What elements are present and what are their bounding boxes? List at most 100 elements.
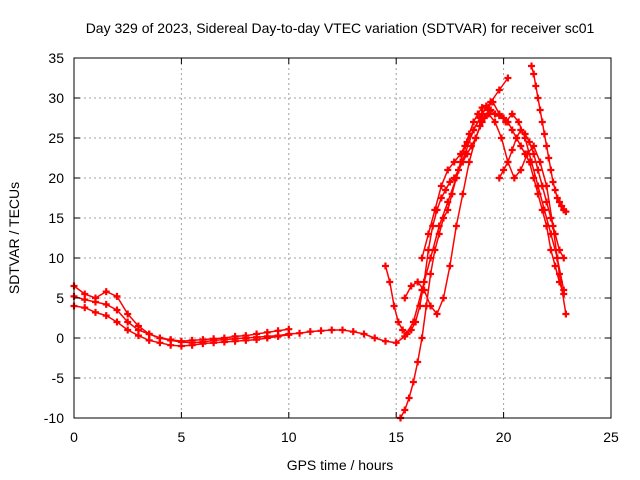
data-point — [439, 214, 447, 222]
data-point — [442, 186, 450, 194]
data-point — [253, 330, 261, 338]
data-point — [504, 158, 512, 166]
data-point — [558, 202, 566, 210]
series-sat-f — [401, 110, 570, 318]
y-tick-label: 10 — [48, 250, 64, 266]
data-point — [495, 86, 503, 94]
data-point — [339, 326, 346, 334]
data-point — [399, 326, 407, 334]
series-line — [384, 109, 490, 335]
data-point — [482, 102, 490, 110]
data-point — [360, 330, 368, 338]
data-point — [392, 339, 400, 347]
data-point — [472, 134, 480, 142]
data-point — [525, 138, 533, 146]
series-line — [399, 105, 565, 419]
data-point — [547, 214, 555, 222]
data-point — [463, 138, 471, 146]
y-tick-label: -5 — [52, 370, 65, 386]
data-point — [446, 178, 454, 186]
data-point — [414, 358, 422, 366]
data-point — [424, 246, 432, 254]
data-point — [427, 270, 435, 278]
data-point — [424, 230, 432, 238]
data-point — [553, 194, 561, 202]
data-point — [412, 318, 420, 326]
axis-ticks: 0 5 10 15 20 25 -10 -5 0 5 10 15 20 25 30 35 — [44, 50, 619, 445]
x-tick-label: 0 — [70, 429, 78, 445]
y-tick-label: 35 — [48, 50, 64, 66]
data-point — [532, 82, 540, 90]
y-axis-title: SDTVAR / TECUs — [6, 182, 22, 294]
data-point — [521, 130, 529, 138]
series-sat-g — [418, 98, 568, 294]
data-point — [485, 110, 493, 118]
x-axis-title: GPS time / hours — [287, 457, 394, 473]
x-tick-label: 20 — [496, 429, 512, 445]
data-point — [538, 182, 546, 190]
data-point — [102, 312, 110, 320]
y-tick-label: 0 — [56, 330, 64, 346]
data-point — [81, 304, 89, 312]
data-point — [454, 166, 462, 174]
data-point — [91, 308, 99, 316]
y-tick-label: 5 — [56, 290, 64, 306]
data-point — [220, 334, 228, 342]
data-point — [530, 70, 538, 78]
data-point — [549, 178, 557, 186]
data-point — [418, 334, 426, 342]
data-point — [317, 327, 325, 335]
data-point — [543, 142, 551, 150]
data-point — [491, 118, 499, 126]
data-point — [394, 318, 402, 326]
data-point — [431, 246, 439, 254]
data-point — [474, 110, 482, 118]
data-point — [81, 290, 89, 298]
data-point — [145, 330, 153, 338]
data-point — [231, 332, 239, 340]
y-tick-label: 25 — [48, 130, 64, 146]
data-point — [497, 134, 505, 142]
y-tick-label: -10 — [44, 410, 64, 426]
data-point — [538, 118, 546, 126]
series-sat-i — [495, 126, 568, 262]
data-point — [470, 118, 478, 126]
data-point — [381, 337, 389, 345]
data-point — [242, 332, 250, 340]
data-point — [517, 142, 525, 150]
data-point — [508, 126, 516, 134]
data-point — [463, 150, 471, 158]
data-point — [517, 126, 525, 134]
data-point — [407, 326, 415, 334]
data-point — [420, 286, 428, 294]
data-point — [555, 246, 563, 254]
data-point — [416, 302, 424, 310]
data-point — [409, 378, 417, 386]
data-point — [547, 246, 555, 254]
data-point — [444, 166, 452, 174]
data-point — [510, 174, 518, 182]
data-point — [459, 190, 467, 198]
data-point — [504, 74, 512, 82]
data-point — [530, 150, 538, 158]
x-tick-label: 5 — [178, 429, 186, 445]
data-point — [407, 282, 415, 290]
data-point — [562, 208, 570, 216]
data-point — [113, 306, 121, 314]
data-point — [405, 394, 413, 402]
data-point — [547, 166, 555, 174]
grid — [74, 58, 611, 418]
data-point — [446, 262, 454, 270]
x-tick-label: 25 — [603, 429, 619, 445]
data-point — [427, 302, 435, 310]
data-point — [145, 336, 153, 344]
data-point — [433, 310, 441, 318]
data-point — [551, 262, 559, 270]
chart-title: Day 329 of 2023, Sidereal Day-to-day VTE… — [86, 20, 595, 36]
series-line — [498, 129, 565, 259]
data-point — [512, 134, 520, 142]
data-point — [450, 158, 458, 166]
data-point — [381, 262, 389, 270]
data-point — [124, 310, 132, 318]
